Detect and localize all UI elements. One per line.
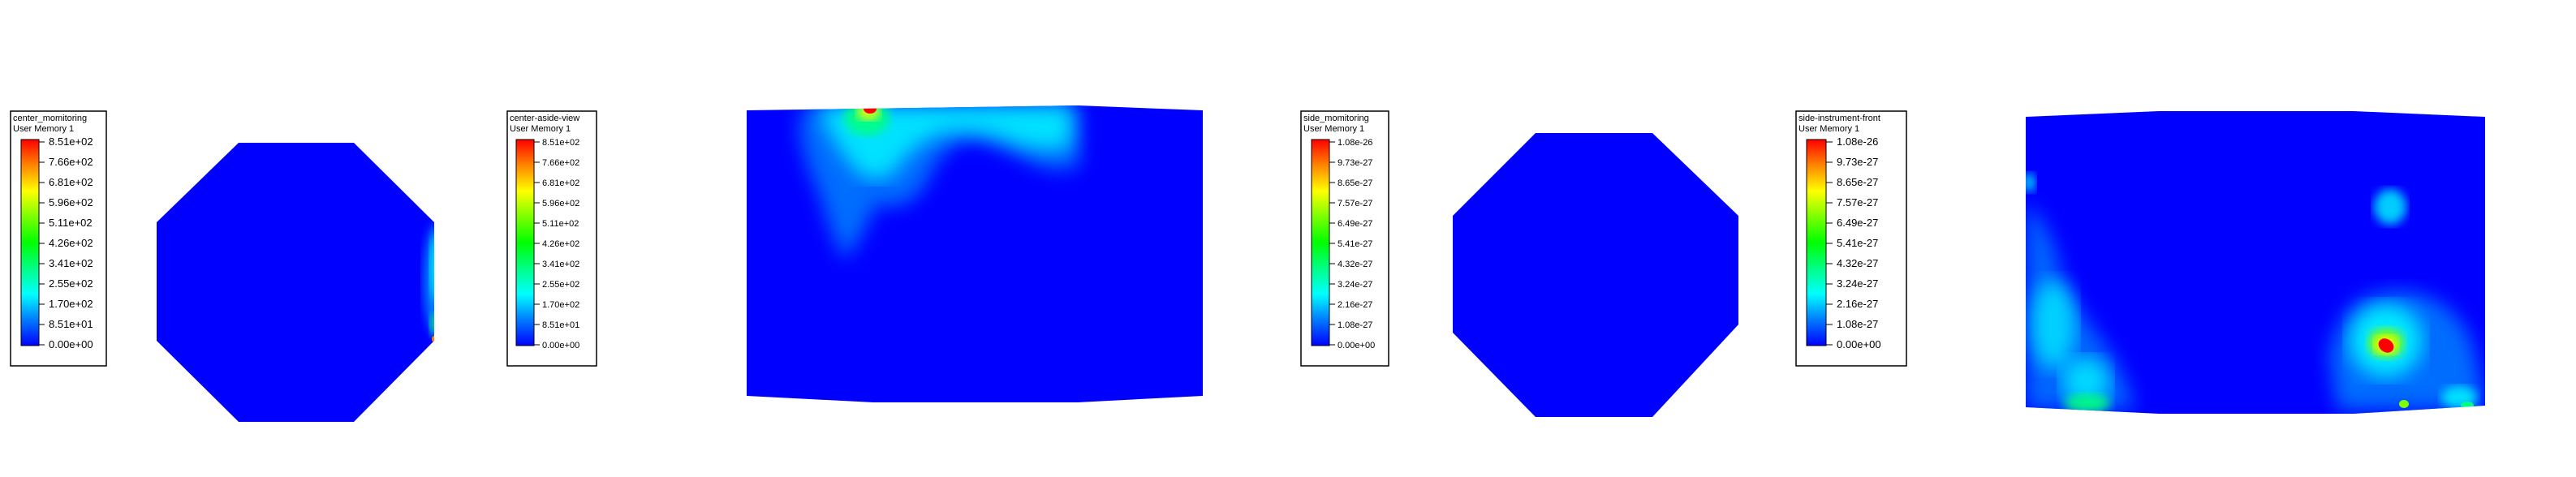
tick-label: 8.51e+01 xyxy=(49,318,93,330)
tick-marks xyxy=(1826,141,1833,346)
tick-label: 0.00e+00 xyxy=(1338,341,1375,350)
domain-shape xyxy=(157,143,434,422)
hotspot-region xyxy=(424,223,434,337)
tick-label: 5.96e+02 xyxy=(542,199,579,208)
legend-side-instrument-front: side-instrument-front User Memory 1 1.08… xyxy=(1795,110,1907,367)
legend-subtitle: User Memory 1 xyxy=(510,124,571,134)
tick-label: 3.24e-27 xyxy=(1338,280,1372,290)
tick-label: 5.11e+02 xyxy=(49,217,93,229)
tick-label: 3.41e+02 xyxy=(542,260,579,269)
colorbar xyxy=(20,139,40,346)
tick-label: 8.51e+01 xyxy=(542,320,579,330)
tick-label: 5.96e+02 xyxy=(49,196,93,208)
tick-label: 8.51e+02 xyxy=(49,135,93,148)
hotspot-region xyxy=(430,313,434,336)
tick-label: 3.41e+02 xyxy=(49,257,93,269)
tick-label: 9.73e-27 xyxy=(1837,156,1878,168)
tick-label: 4.26e+02 xyxy=(542,239,579,249)
hotspot-region xyxy=(430,235,434,300)
tick-label: 5.41e-27 xyxy=(1338,239,1372,249)
tick-label: 7.66e+02 xyxy=(49,156,93,168)
domain-shape xyxy=(1453,133,1738,417)
tick-label: 9.73e-27 xyxy=(1338,158,1372,168)
legend-subtitle: User Memory 1 xyxy=(13,124,74,134)
legend-title: side_momitoring xyxy=(1303,114,1369,123)
legend-title: center_momitoring xyxy=(13,114,87,123)
hotspot-peak xyxy=(2378,338,2394,353)
tick-label: 6.81e+02 xyxy=(542,178,579,188)
tick-label: 1.70e+02 xyxy=(542,300,579,310)
tick-label: 1.08e-27 xyxy=(1338,320,1372,330)
hotspot-region xyxy=(2026,173,2035,192)
tick-label: 5.41e-27 xyxy=(1837,237,1878,249)
tick-label: 0.00e+00 xyxy=(49,338,93,350)
tick-label: 4.32e-27 xyxy=(1837,257,1878,269)
tick-label: 0.00e+00 xyxy=(1837,338,1881,350)
tick-label: 8.65e-27 xyxy=(1837,176,1878,188)
contour-view-center-aside-box xyxy=(747,105,1203,402)
legend-subtitle: User Memory 1 xyxy=(1303,124,1364,134)
tick-label: 1.08e-26 xyxy=(1837,135,1878,148)
tick-label: 5.11e+02 xyxy=(542,219,579,229)
tick-label: 2.55e+02 xyxy=(49,277,93,290)
hotspot-layer xyxy=(424,223,434,342)
contour-view-side-instrument-box xyxy=(2026,111,2485,414)
hotspot-layer xyxy=(2026,173,2485,413)
tick-label: 1.08e-26 xyxy=(1338,138,1372,148)
tick-marks xyxy=(534,141,540,346)
tick-label: 4.32e-27 xyxy=(1338,260,1372,269)
colorbar xyxy=(1806,139,1827,346)
colorbar xyxy=(515,139,535,346)
hotspot-region xyxy=(2399,400,2409,408)
tick-label: 2.55e+02 xyxy=(542,280,579,290)
tick-label: 7.66e+02 xyxy=(542,158,579,168)
tick-label: 2.16e-27 xyxy=(1338,300,1372,310)
legend-title: center-aside-view xyxy=(510,114,579,123)
hotspot-region xyxy=(2065,393,2110,413)
hotspot-region xyxy=(2061,357,2110,406)
colorbar xyxy=(1311,139,1330,346)
tick-label: 8.51e+02 xyxy=(542,138,579,148)
hotspot-region xyxy=(2374,189,2406,225)
hotspot-region xyxy=(2031,280,2076,369)
tick-label: 1.70e+02 xyxy=(49,298,93,310)
tick-label: 0.00e+00 xyxy=(542,341,579,350)
legend-subtitle: User Memory 1 xyxy=(1798,124,1859,134)
contour-view-center-octagon xyxy=(157,143,434,422)
tick-label: 4.26e+02 xyxy=(49,237,93,249)
tick-label: 6.81e+02 xyxy=(49,176,93,188)
tick-label: 2.16e-27 xyxy=(1837,298,1878,310)
hotspot-peak xyxy=(864,105,877,114)
tick-label: 6.49e-27 xyxy=(1837,217,1878,229)
tick-label: 3.24e-27 xyxy=(1837,277,1878,290)
contour-view-side-octagon xyxy=(1453,133,1738,417)
hotspot-region xyxy=(2461,402,2474,410)
legend-center-aside-view: center-aside-view User Memory 1 8.51e+02… xyxy=(506,110,597,367)
tick-label: 6.49e-27 xyxy=(1338,219,1372,229)
tick-label: 8.65e-27 xyxy=(1338,178,1372,188)
legend-center-monitoring: center_momitoring User Memory 1 8.51e+02… xyxy=(10,110,107,367)
tick-label: 7.57e-27 xyxy=(1837,196,1878,208)
tick-label: 7.57e-27 xyxy=(1338,199,1372,208)
legend-title: side-instrument-front xyxy=(1798,114,1880,123)
legend-side-monitoring: side_momitoring User Memory 1 1.08e-26 9… xyxy=(1300,110,1389,367)
tick-marks xyxy=(1329,141,1335,346)
tick-label: 1.08e-27 xyxy=(1837,318,1878,330)
hotspot-peak xyxy=(432,336,434,342)
tick-marks xyxy=(39,141,45,346)
